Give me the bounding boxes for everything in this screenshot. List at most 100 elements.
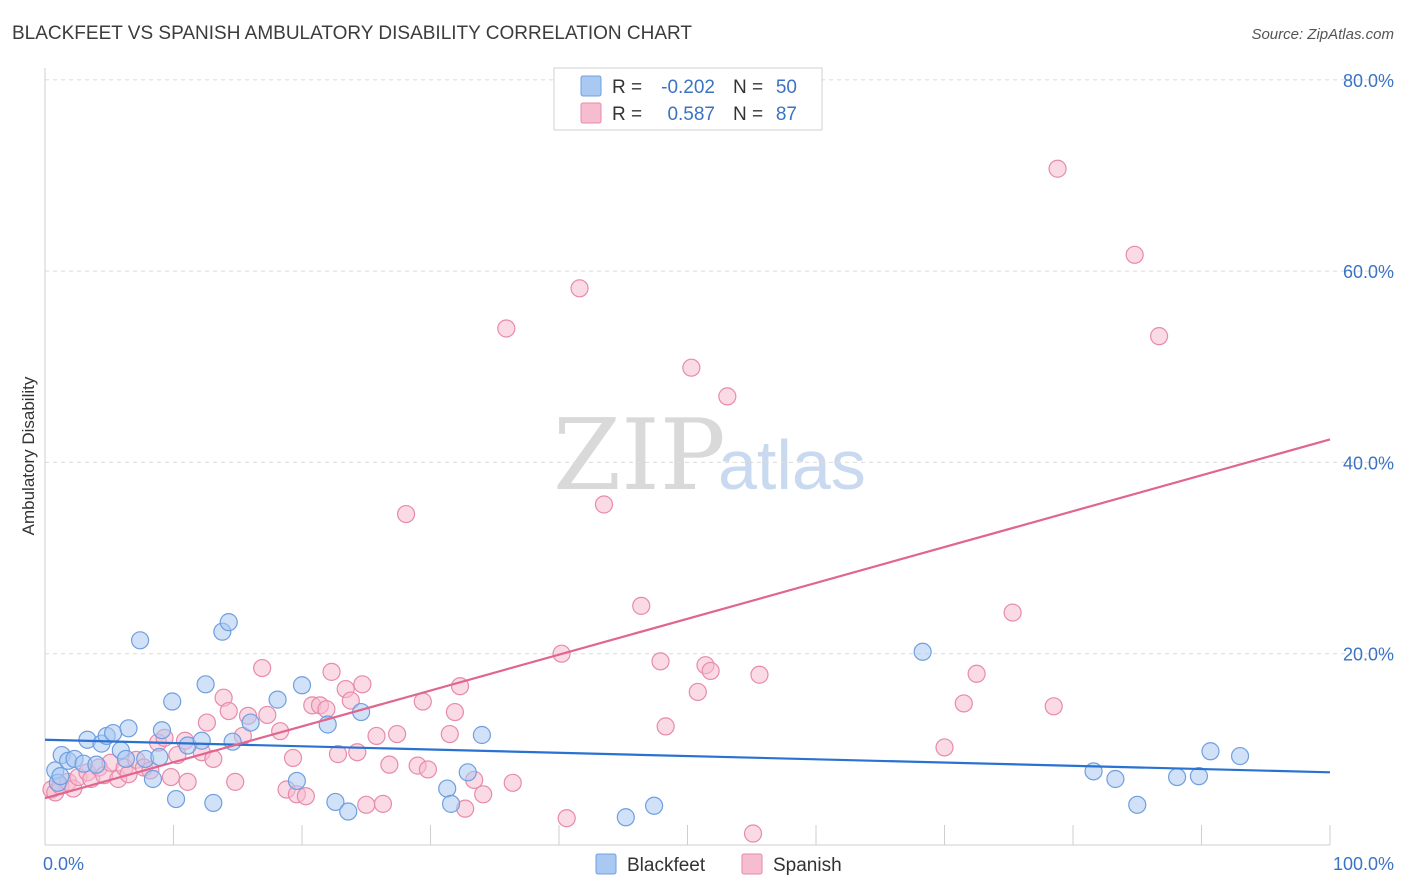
- spanish-point: [1003, 603, 1022, 622]
- x-tick-labels: 0.0% 100.0%: [43, 854, 1394, 874]
- blackfeet-point: [438, 779, 457, 798]
- spanish-point: [341, 691, 360, 710]
- blackfeet-point: [104, 723, 123, 743]
- spanish-point: [380, 755, 399, 774]
- x-tick-label-100: 100.0%: [1333, 854, 1394, 874]
- spanish-point: [1044, 697, 1063, 716]
- blackfeet-point: [458, 763, 477, 782]
- spanish-point: [161, 767, 181, 787]
- series-spanish-points: [42, 159, 1169, 843]
- spanish-point: [954, 694, 973, 713]
- blackfeet-point: [119, 719, 138, 738]
- gridlines: [45, 79, 1394, 655]
- spanish-point: [967, 664, 986, 683]
- blackfeet-point: [1201, 742, 1220, 761]
- bottom-legend-label-spanish: Spanish: [773, 855, 842, 876]
- blackfeet-point: [616, 808, 635, 827]
- y-axis-label: Ambulatory Disability: [19, 376, 38, 535]
- blackfeet-point: [219, 613, 238, 632]
- spanish-point: [387, 724, 407, 744]
- y-tick-label-60: 60.0%: [1343, 262, 1394, 282]
- spanish-point: [219, 701, 238, 721]
- spanish-point: [594, 495, 614, 514]
- spanish-point: [317, 700, 336, 719]
- spanish-point: [396, 504, 416, 524]
- legend-r-value-spanish: 0.587: [667, 104, 715, 125]
- spanish-point: [656, 717, 675, 736]
- spanish-point: [651, 652, 670, 671]
- chart-title: BLACKFEET VS SPANISH AMBULATORY DISABILI…: [12, 23, 692, 44]
- spanish-point: [258, 705, 277, 725]
- blackfeet-point: [326, 792, 345, 812]
- blackfeet-point: [1230, 746, 1250, 766]
- bottom-legend-swatch-blackfeet: [595, 853, 617, 875]
- blackfeet-point: [130, 631, 150, 650]
- blackfeet-point: [166, 789, 186, 809]
- watermark: ZIP atlas: [553, 399, 866, 513]
- blackfeet-point: [192, 731, 211, 750]
- spanish-point: [1125, 245, 1144, 264]
- blackfeet-point: [644, 796, 664, 815]
- spanish-point: [445, 702, 465, 722]
- blackfeet-point: [441, 794, 461, 813]
- legend-r-value-blackfeet: -0.202: [661, 77, 715, 98]
- y-tick-label-20: 20.0%: [1343, 645, 1394, 665]
- spanish-point: [296, 787, 315, 806]
- spanish-point: [348, 743, 367, 762]
- spanish-point: [357, 795, 376, 814]
- spanish-point: [197, 713, 217, 732]
- spanish-point: [474, 785, 493, 804]
- spanish-point: [373, 794, 393, 813]
- blackfeet-point: [241, 713, 260, 732]
- spanish-point: [283, 748, 303, 768]
- legend-r-label-spanish: R =: [612, 104, 642, 125]
- bottom-legend: Blackfeet Spanish: [595, 853, 842, 876]
- spanish-point: [497, 319, 516, 338]
- blackfeet-point: [150, 747, 169, 767]
- spanish-point: [935, 738, 954, 757]
- blackfeet-point: [268, 690, 287, 709]
- blackfeet-point: [51, 767, 70, 786]
- x-tick-label-0: 0.0%: [43, 854, 84, 874]
- blackfeet-point: [1128, 795, 1147, 814]
- spanish-point: [701, 661, 720, 681]
- blackfeet-point: [1189, 767, 1209, 786]
- legend-n-value-blackfeet: 50: [776, 77, 797, 98]
- spanish-point: [328, 745, 348, 764]
- y-tick-label-80: 80.0%: [1343, 71, 1394, 91]
- trend-line-spanish: [44, 438, 1331, 800]
- blackfeet-point: [472, 725, 491, 745]
- blackfeet-point: [1167, 767, 1187, 787]
- legend-n-label-spanish: N =: [733, 104, 763, 125]
- legend-r-label-blackfeet: R =: [612, 77, 642, 98]
- blackfeet-point: [913, 642, 932, 661]
- bottom-legend-label-blackfeet: Blackfeet: [627, 855, 706, 876]
- blackfeet-point: [1106, 769, 1125, 789]
- spanish-point: [418, 760, 438, 779]
- spanish-point: [353, 675, 372, 694]
- blackfeet-point: [116, 749, 136, 769]
- spanish-point: [413, 692, 432, 711]
- watermark-atlas: atlas: [718, 426, 866, 504]
- spanish-point: [178, 772, 197, 791]
- legend-n-label-blackfeet: N =: [733, 77, 763, 98]
- axes: [44, 68, 1331, 846]
- spanish-point: [1048, 159, 1067, 178]
- trend-lines: [44, 438, 1331, 800]
- legend-n-value-spanish: 87: [776, 104, 797, 125]
- trend-line-blackfeet: [44, 738, 1331, 774]
- y-tick-label-40: 40.0%: [1343, 453, 1394, 473]
- blackfeet-point: [163, 692, 182, 711]
- chart-source: Source: ZipAtlas.com: [1251, 26, 1394, 43]
- legend: R = -0.202 N = 50 R = 0.587 N = 87: [553, 67, 823, 131]
- spanish-point: [503, 773, 522, 792]
- blackfeet-point: [204, 793, 223, 813]
- blackfeet-point: [287, 771, 306, 791]
- spanish-point: [682, 358, 701, 377]
- spanish-point: [743, 824, 763, 843]
- spanish-point: [322, 662, 341, 681]
- blackfeet-point: [152, 721, 172, 740]
- blackfeet-point: [292, 676, 312, 695]
- spanish-point: [1149, 327, 1169, 346]
